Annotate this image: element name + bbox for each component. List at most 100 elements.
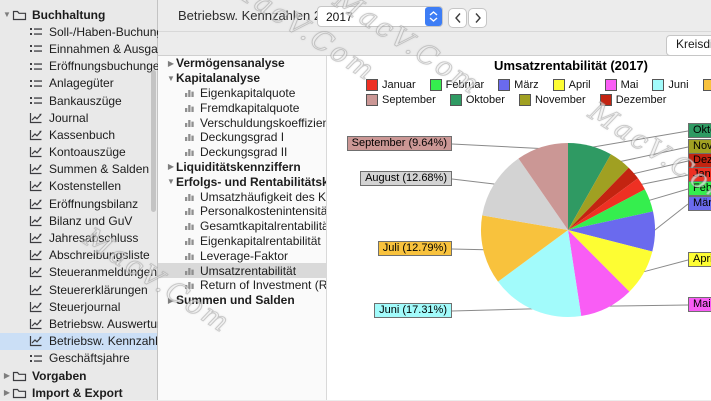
tree-item-label: Deckungsgrad II [200, 145, 288, 160]
legend-item-dezember: Dezember [599, 93, 666, 106]
sidebar-item-einnahmen-ausgaben[interactable]: Einnahmen & Ausgaben [0, 40, 178, 57]
sidebar-item-kontoausz-ge[interactable]: Kontoauszüge [0, 144, 157, 161]
sidebar-item-abschreibungsliste[interactable]: Abschreibungsliste [0, 247, 157, 264]
disclosure-closed-icon[interactable]: ▶ [167, 58, 175, 68]
sidebar-item-gesch-ftsjahre[interactable]: Geschäftsjahre [0, 350, 157, 367]
pie-slice-april [568, 230, 653, 292]
sidebar-item-steueranmeldungen[interactable]: Steueranmeldungen [0, 264, 157, 281]
sidebar-item-kostenstellen[interactable]: Kostenstellen [0, 178, 157, 195]
disclosure-closed-icon[interactable]: ▶ [167, 295, 175, 305]
legend-item-juni: Juni [652, 78, 689, 91]
tree-item-personalkostenintensit-t[interactable]: Personalkostenintensität [158, 204, 326, 219]
tree-item-label: Umsatzhäufigkeit des Kapitals [200, 189, 326, 204]
sidebar-item-betriebsw-kennzahlen[interactable]: Betriebsw. Kennzahlen [0, 332, 171, 350]
disclosure-open-icon[interactable]: ▼ [3, 10, 11, 20]
sidebar-item-summen-salden[interactable]: Summen & Salden [0, 161, 157, 178]
sidebar-item-label: Kontoauszüge [49, 145, 126, 160]
disclosure-closed-icon[interactable]: ▶ [167, 162, 175, 172]
tree-item-verschuldungskoeffizient[interactable]: Verschuldungskoeffizient [158, 115, 326, 130]
line-chart-icon [29, 129, 42, 141]
bar-chart-icon [185, 282, 194, 290]
sidebar-item-buchhaltung[interactable]: ▼ Buchhaltung [0, 6, 157, 23]
sidebar-item-label: Steuerjournal [49, 299, 121, 314]
callout-label-juni: Juni (17.31%) [374, 303, 452, 318]
sidebar-item-jahresabschluss[interactable]: Jahresabschluss [0, 229, 157, 246]
sidebar-item-bankausz-ge[interactable]: Bankauszüge [0, 92, 157, 109]
tree-item-liquidit-tskennziffern[interactable]: ▶ Liquiditätskennziffern [158, 160, 326, 175]
pie-slice-august [482, 158, 568, 230]
disclosure-open-icon[interactable]: ▼ [167, 177, 175, 187]
tree-item-verm-gensanalyse[interactable]: ▶ Vermögensanalyse [158, 56, 326, 71]
callout-line-juli [451, 248, 486, 251]
sidebar-item-er-ffnungsbilanz[interactable]: Eröffnungsbilanz [0, 195, 157, 212]
chevron-right-icon [474, 13, 481, 23]
pie-slice-mai [568, 230, 630, 316]
disclosure-closed-icon[interactable]: ▶ [3, 371, 11, 381]
disclosure-closed-icon[interactable]: ▶ [3, 388, 11, 398]
next-year-button[interactable] [468, 8, 487, 28]
legend-swatch [652, 78, 665, 91]
sidebar-item-kassenbuch[interactable]: Kassenbuch [0, 126, 157, 143]
bar-chart-icon [185, 208, 194, 216]
sidebar-item-er-ffnungsbuchungen[interactable]: Eröffnungsbuchungen [0, 58, 166, 75]
callout-label-september: September (9.64%) [346, 136, 452, 151]
bar-chart-icon [185, 193, 194, 201]
legend-item-juli: Juli [702, 78, 711, 91]
tree-item-erfolgs-und-rentabilit-tskennz-[interactable]: ▼Erfolgs- und Rentabilitätskennz… [158, 174, 326, 189]
sidebar-item-label: Einnahmen & Ausgaben [49, 41, 178, 56]
tree-item-umsatzrentabilit-t[interactable]: Umsatzrentabilität [158, 263, 326, 278]
disclosure-open-icon[interactable]: ▼ [167, 73, 175, 83]
legend-swatch [604, 78, 617, 91]
callout-label-januar: Januar (2.40%) [688, 167, 711, 182]
sidebar-scrollbar-thumb[interactable] [151, 70, 156, 212]
tree-item-eigenkapitalquote[interactable]: Eigenkapitalquote [158, 86, 326, 101]
tree-item-gesamtkapitalrentabilit-t[interactable]: Gesamtkapitalrentabilität [158, 219, 326, 234]
bar-chart-icon [185, 267, 194, 275]
legend-item-februar: Februar [429, 78, 484, 91]
sidebar-item-label: Soll-/Haben-Buchungen [49, 24, 177, 39]
callout-label-märz: März (7.40%) [688, 196, 711, 211]
sidebar-item-steuererkl-rungen[interactable]: Steuererklärungen [0, 281, 157, 298]
line-chart-icon [29, 198, 42, 209]
line-chart-icon [29, 318, 42, 330]
sidebar-item-import-export[interactable]: ▶ Import & Export [0, 384, 157, 401]
pie-slice-januar [568, 178, 645, 230]
line-chart-icon [29, 336, 42, 347]
sidebar-item-bilanz-und-guv[interactable]: Bilanz und GuV [0, 212, 157, 229]
tree-item-deckungsgrad-ii[interactable]: Deckungsgrad II [158, 145, 326, 160]
tree-item-eigenkapitalrentabilit-t[interactable]: Eigenkapitalrentabilität [158, 234, 326, 249]
sidebar-item-steuerjournal[interactable]: Steuerjournal [0, 298, 157, 315]
legend-swatch [702, 78, 711, 91]
callout-line-mai [606, 304, 689, 307]
prev-year-button[interactable] [448, 8, 467, 28]
toolbar-divider [158, 31, 711, 32]
tree-item-umsatzh-ufigkeit-des-kapitals[interactable]: Umsatzhäufigkeit des Kapitals [158, 189, 326, 204]
tree-item-label: Verschuldungskoeffizient [200, 115, 326, 130]
tree-item-return-of-investment-roi-[interactable]: Return of Investment (ROI) [158, 278, 326, 293]
sidebar-item-anlageg-ter[interactable]: Anlagegüter [0, 75, 157, 92]
sidebar-item-vorgaben[interactable]: ▶ Vorgaben [0, 367, 157, 384]
legend-item-november: November [518, 93, 586, 106]
sidebar-item-label: Abschreibungsliste [49, 248, 150, 263]
sidebar-item-soll-haben-buchungen[interactable]: Soll-/Haben-Buchungen [0, 23, 176, 40]
tree-item-summen-und-salden[interactable]: ▶ Summen und Salden [158, 293, 326, 308]
tree-item-kapitalanalyse[interactable]: ▼ Kapitalanalyse [158, 71, 326, 86]
sidebar-item-journal[interactable]: Journal [0, 109, 157, 126]
tree-item-deckungsgrad-i[interactable]: Deckungsgrad I [158, 130, 326, 145]
chart-type-button[interactable]: Kreisdiagramm [666, 35, 711, 56]
legend-item-april: April [552, 78, 591, 91]
year-select[interactable]: 2017 [317, 6, 443, 27]
sidebar-item-label: Betriebsw. Auswertung [49, 316, 171, 331]
line-chart-icon [29, 147, 42, 158]
tree-item-leverage-faktor[interactable]: Leverage-Faktor [158, 248, 326, 263]
tree-item-label: Umsatzrentabilität [200, 263, 297, 278]
tree-item-label: Summen und Salden [176, 293, 295, 308]
bar-chart-icon [185, 149, 194, 157]
pie-slice-märz [568, 211, 656, 252]
tree-item-fremdkapitalquote[interactable]: Fremdkapitalquote [158, 100, 326, 115]
tree-item-label: Vermögensanalyse [176, 56, 285, 71]
pie-slice-dezember [568, 167, 638, 230]
sidebar-item-betriebsw-auswertung[interactable]: Betriebsw. Auswertung [0, 315, 170, 332]
line-chart-icon [29, 284, 42, 295]
